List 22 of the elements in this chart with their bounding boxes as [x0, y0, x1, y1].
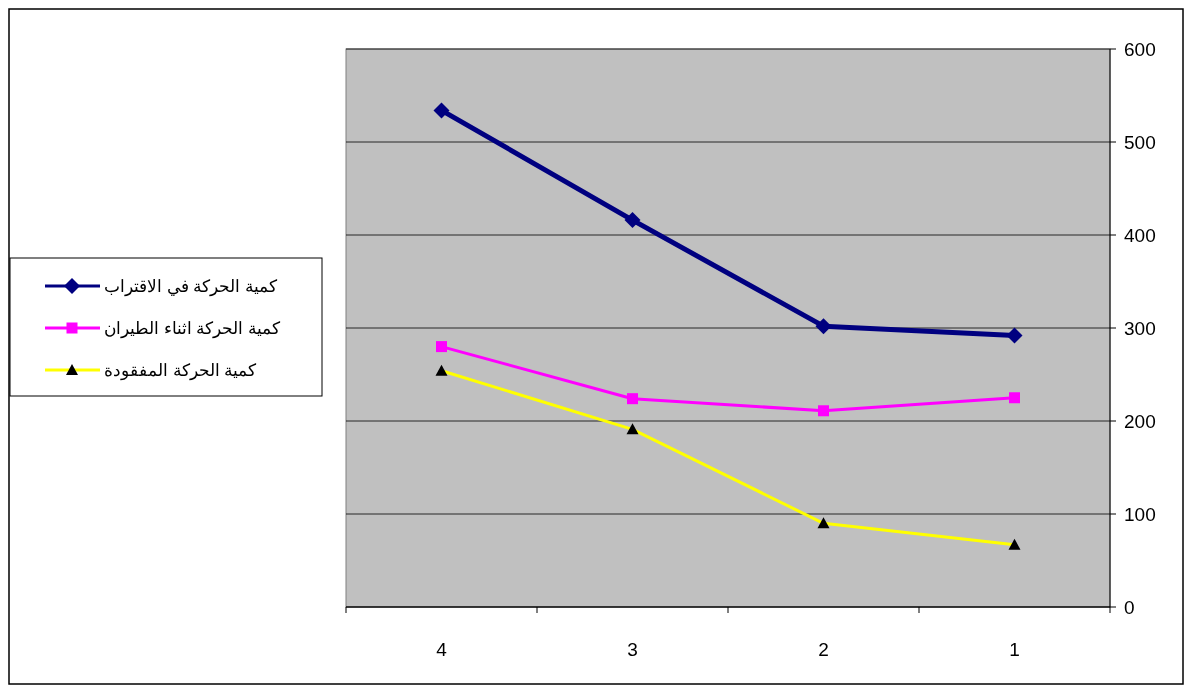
legend-label: كمية الحركة في الاقتراب — [104, 276, 279, 297]
x-tick-label: 4 — [436, 639, 448, 660]
y-tick-label: 300 — [1124, 317, 1156, 339]
point — [624, 212, 641, 229]
legend-label: كمية الحركة المفقودة — [104, 360, 258, 381]
y-tick-label: 0 — [1124, 596, 1135, 618]
x-tick-label: 3 — [627, 639, 638, 660]
point — [815, 318, 832, 335]
x-tick-label: 1 — [1009, 639, 1020, 660]
y-tick-label: 600 — [1124, 38, 1156, 60]
y-tick-label: 400 — [1124, 224, 1156, 246]
point — [1006, 327, 1023, 344]
legend-label: كمية الحركة اثناء الطيران — [104, 318, 282, 339]
point — [627, 393, 638, 405]
point — [433, 102, 450, 119]
point — [1009, 392, 1020, 404]
point — [436, 341, 447, 353]
y-tick-label: 200 — [1124, 410, 1156, 432]
y-tick-label: 500 — [1124, 131, 1156, 153]
y-tick-label: 100 — [1124, 503, 1156, 525]
point — [818, 405, 829, 417]
x-tick-label: 2 — [818, 639, 829, 660]
